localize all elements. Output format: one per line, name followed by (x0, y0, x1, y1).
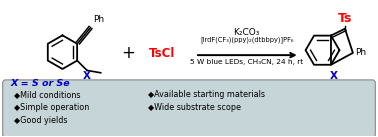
Text: +: + (121, 44, 135, 62)
Text: Ph: Ph (355, 48, 366, 57)
Text: [IrdF(CF₃)(ppy)₂(dtbbpy)]PF₆: [IrdF(CF₃)(ppy)₂(dtbbpy)]PF₆ (200, 36, 294, 43)
Text: X = S or Se: X = S or Se (11, 79, 70, 88)
Text: ◆Good yields: ◆Good yields (14, 115, 67, 125)
Text: ◆Simple operation: ◆Simple operation (14, 103, 89, 112)
Text: X: X (83, 71, 91, 81)
Text: ◆Mild conditions: ◆Mild conditions (14, 90, 80, 99)
Text: ◆Available starting materials: ◆Available starting materials (148, 90, 265, 99)
Text: K₂CO₃: K₂CO₃ (234, 28, 260, 37)
Text: Ts: Ts (338, 12, 352, 25)
Text: Ph: Ph (93, 15, 105, 24)
Text: ◆Wide substrate scope: ◆Wide substrate scope (148, 103, 241, 112)
Text: TsCl: TsCl (149, 47, 175, 60)
FancyBboxPatch shape (3, 80, 375, 137)
Text: 5 W blue LEDs, CH₃CN, 24 h, rt: 5 W blue LEDs, CH₃CN, 24 h, rt (190, 59, 304, 65)
Text: X: X (330, 71, 338, 81)
